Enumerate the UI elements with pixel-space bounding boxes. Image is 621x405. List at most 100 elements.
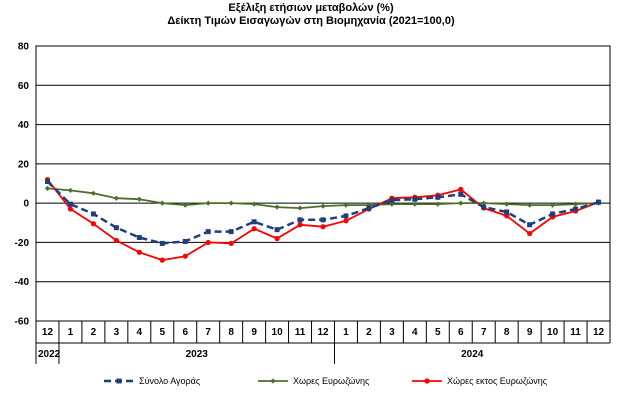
- x-tick-label: 10: [547, 327, 559, 338]
- x-tick-label: 2: [366, 327, 372, 338]
- data-point: [435, 201, 441, 207]
- data-point: [550, 202, 556, 208]
- x-tick-label: 5: [435, 327, 441, 338]
- legend-item: Χωρες Ευρωζώνης: [258, 376, 370, 386]
- data-point: [274, 204, 280, 210]
- data-point: [343, 213, 349, 219]
- x-tick-label: 6: [458, 327, 464, 338]
- data-point: [274, 235, 280, 242]
- data-point: [572, 201, 579, 207]
- data-point: [435, 194, 441, 200]
- y-tick-label: -20: [15, 238, 30, 249]
- data-point: [504, 201, 510, 207]
- series-group: [44, 176, 602, 263]
- data-point: [274, 227, 280, 233]
- data-point: [205, 200, 211, 206]
- x-tick-label: 7: [481, 327, 487, 338]
- data-point: [67, 187, 74, 193]
- y-tick-label: -60: [15, 317, 30, 328]
- y-tick-label: 20: [18, 159, 30, 170]
- legend-label: Σύνολο Αγοράς: [139, 376, 201, 386]
- data-point: [504, 213, 510, 219]
- y-tick-label: 0: [23, 199, 29, 210]
- data-point: [67, 206, 74, 212]
- data-point: [205, 239, 211, 246]
- data-point: [297, 205, 303, 211]
- x-tick-label: 10: [272, 327, 284, 338]
- data-point: [481, 200, 487, 206]
- chart-subtitle: Δείκτη Τιμών Εισαγωγών στη Βιομηχανία (2…: [167, 15, 455, 27]
- x-tick-label: 11: [570, 327, 581, 338]
- x-tick-label: 9: [251, 327, 257, 338]
- data-point: [251, 201, 257, 207]
- data-point: [412, 196, 418, 202]
- legend-marker: [270, 378, 276, 384]
- x-tick-label: 12: [317, 327, 329, 338]
- x-tick-label: 12: [593, 327, 605, 338]
- data-point: [136, 235, 142, 241]
- series-1: [44, 185, 602, 211]
- data-point: [44, 179, 50, 185]
- data-point: [527, 222, 533, 228]
- legend-item: Χώρες εκτος Ευρωζώνης: [412, 376, 548, 386]
- data-point: [458, 191, 464, 197]
- plot-area: [35, 45, 611, 322]
- year-label: 2022: [38, 349, 61, 360]
- data-point: [90, 190, 96, 196]
- data-point: [412, 201, 418, 207]
- data-point: [113, 225, 119, 231]
- x-tick-label: 7: [205, 327, 211, 338]
- y-tick-label: 40: [18, 120, 30, 131]
- data-point: [113, 237, 119, 244]
- data-point: [136, 249, 142, 255]
- chart-title: Εξέλιξη ετήσιων μεταβολών (%): [228, 2, 394, 14]
- x-tick-label: 12: [42, 327, 54, 338]
- data-point: [366, 205, 372, 211]
- data-point: [251, 226, 257, 232]
- x-tick-label: 5: [159, 327, 165, 338]
- data-point: [320, 203, 326, 209]
- data-point: [389, 201, 395, 207]
- data-point: [44, 185, 51, 192]
- legend-item: Σύνολο Αγοράς: [104, 376, 201, 386]
- data-point: [458, 186, 464, 192]
- x-tick-label: 4: [412, 327, 418, 338]
- data-point: [136, 196, 142, 202]
- x-tick-label: 3: [114, 327, 120, 338]
- data-point: [228, 240, 234, 247]
- data-point: [182, 238, 188, 244]
- data-point: [596, 199, 602, 205]
- x-tick-label: 3: [389, 327, 395, 338]
- data-point: [113, 195, 119, 201]
- data-point: [251, 219, 257, 225]
- legend-label: Χωρες Ευρωζώνης: [293, 376, 370, 386]
- data-point: [228, 200, 234, 206]
- legend: Σύνολο Αγοράς Χωρες Ευρωζώνης Χώρες εκτος …: [104, 376, 548, 386]
- x-tick-label: 2: [91, 327, 97, 338]
- data-point: [159, 257, 165, 263]
- grid: [36, 84, 610, 283]
- data-point: [481, 204, 487, 210]
- data-point: [504, 209, 510, 215]
- x-tick-label: 1: [68, 327, 74, 338]
- data-point: [458, 200, 464, 206]
- year-label: 2024: [461, 349, 484, 360]
- x-tick-label: 8: [504, 327, 510, 338]
- series-0: [44, 179, 602, 246]
- data-point: [389, 197, 395, 203]
- data-point: [527, 230, 533, 237]
- data-point: [343, 202, 349, 208]
- data-point: [550, 211, 556, 217]
- data-point: [205, 229, 211, 235]
- data-point: [90, 221, 96, 227]
- legend-marker: [424, 378, 430, 384]
- data-point: [343, 218, 349, 224]
- year-label: 2023: [186, 349, 209, 360]
- data-point: [320, 224, 326, 230]
- x-tick-label: 4: [137, 327, 143, 338]
- legend-marker: [116, 378, 122, 384]
- x-tick-label: 11: [295, 327, 306, 338]
- data-point: [297, 222, 303, 228]
- data-point: [527, 202, 533, 208]
